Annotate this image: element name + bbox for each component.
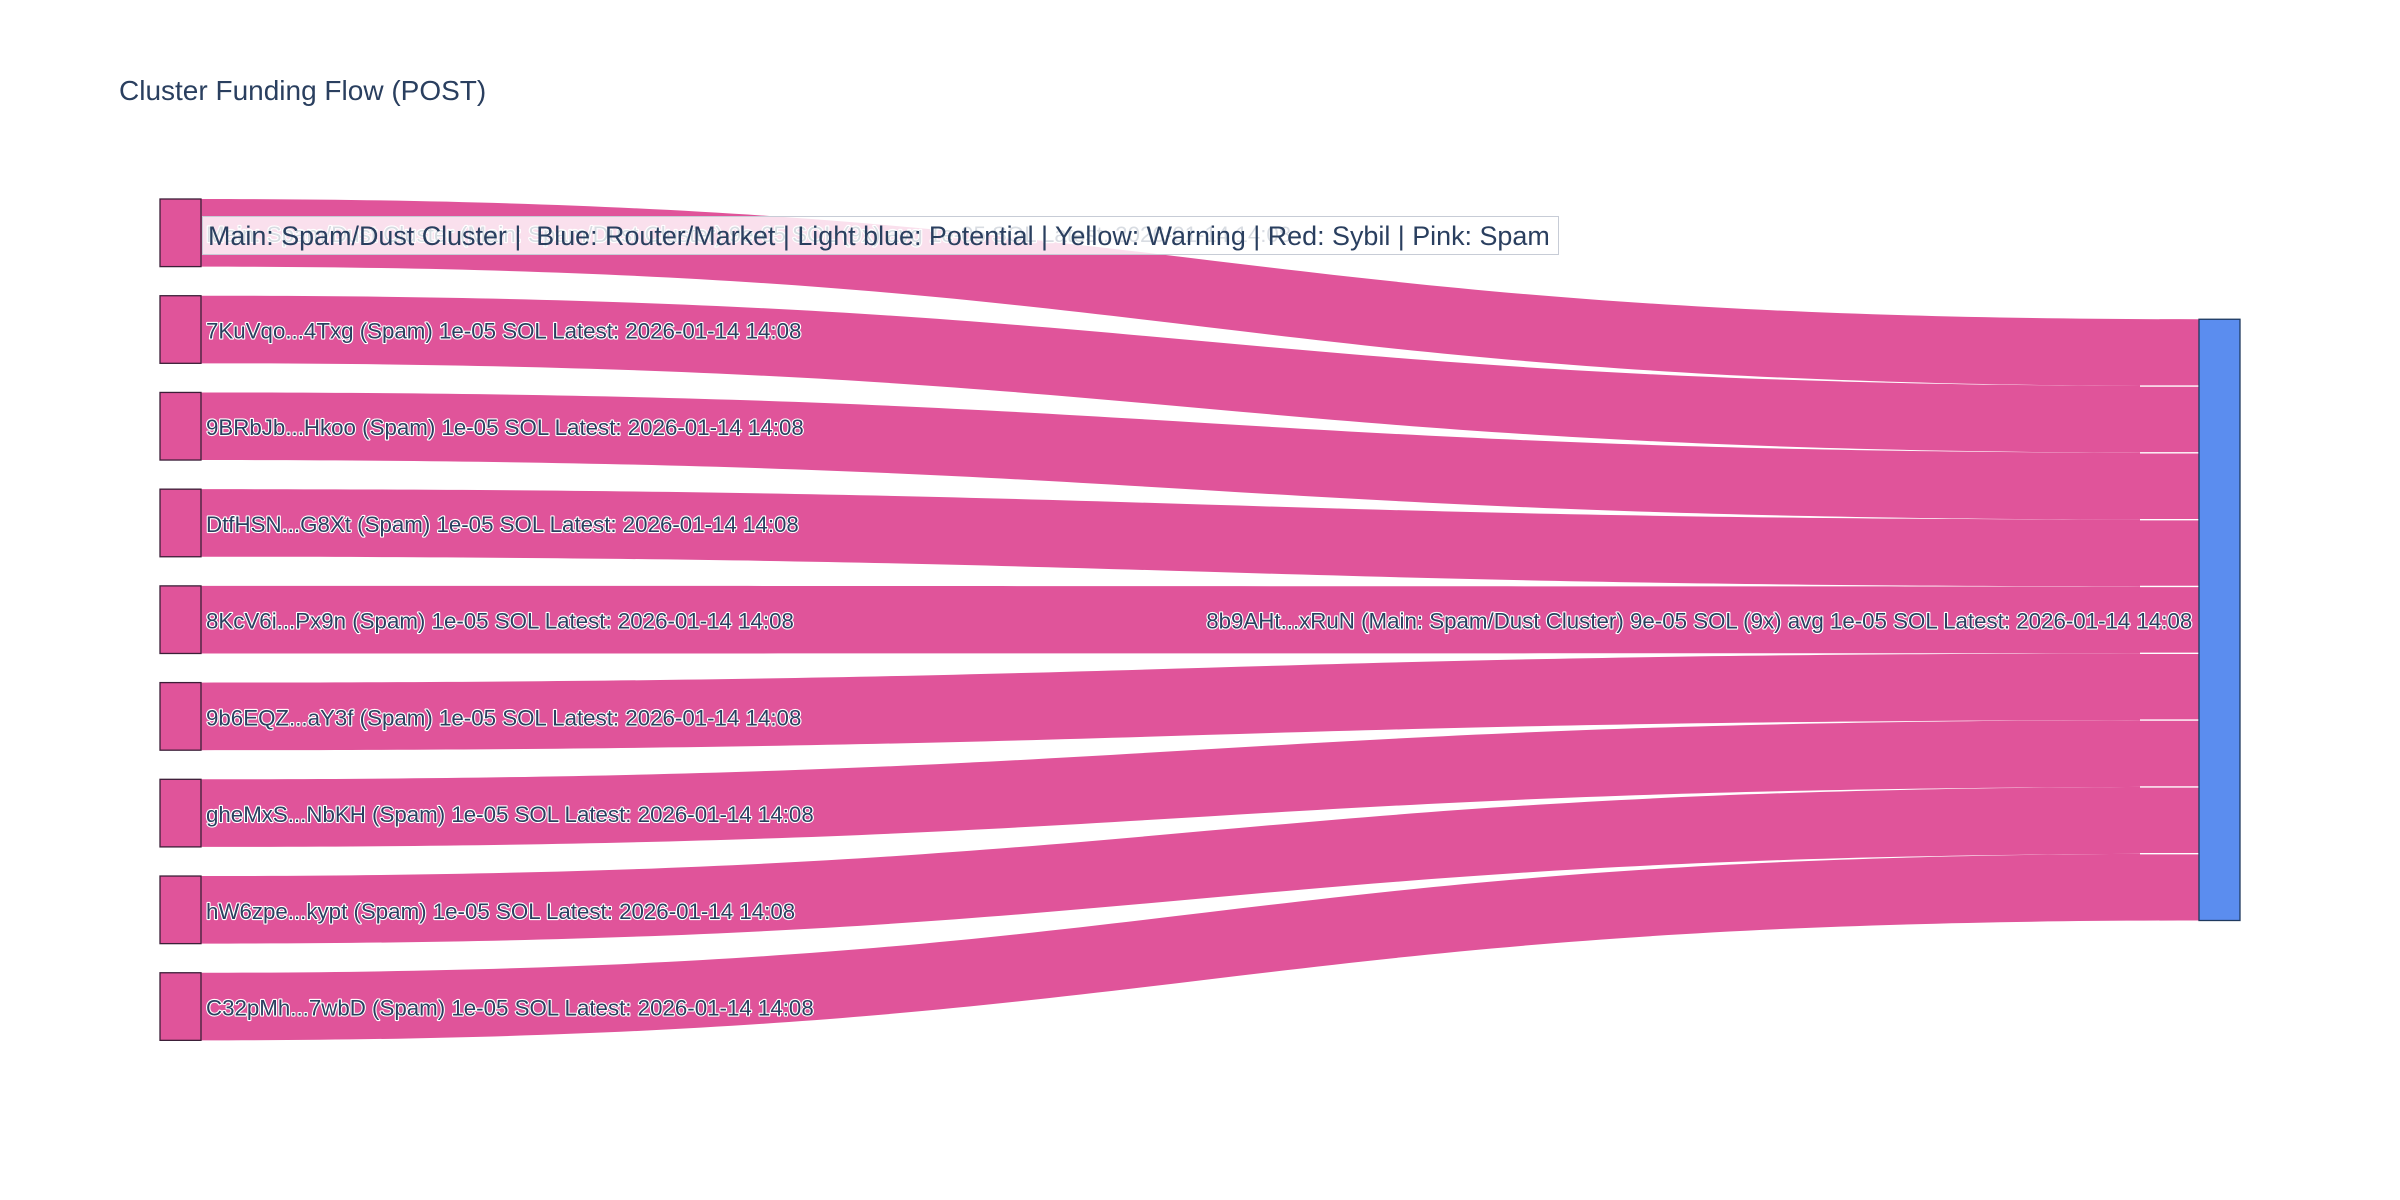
svg-text:8b9AHt...xRuN (Main: Spam/Dust: 8b9AHt...xRuN (Main: Spam/Dust Cluster) …: [1206, 609, 2192, 634]
svg-text:9b6EQZ...aY3f (Spam) 1e-05 SOL: 9b6EQZ...aY3f (Spam) 1e-05 SOL Latest: 2…: [206, 705, 801, 730]
svg-text:9BRbJb...Hkoo (Spam) 1e-05 SOL: 9BRbJb...Hkoo (Spam) 1e-05 SOL Latest: 2…: [206, 415, 804, 440]
svg-text:C32pMh...7wbD (Spam) 1e-05 SOL: C32pMh...7wbD (Spam) 1e-05 SOL Latest: 2…: [206, 996, 814, 1021]
svg-text:gheMxS...NbKH (Spam) 1e-05 SOL: gheMxS...NbKH (Spam) 1e-05 SOL Latest: 2…: [206, 802, 814, 827]
svg-text:hW6zpe...kypt (Spam) 1e-05 SOL: hW6zpe...kypt (Spam) 1e-05 SOL Latest: 2…: [206, 899, 795, 924]
svg-text:7KuVqo...4Txg (Spam) 1e-05 SOL: 7KuVqo...4Txg (Spam) 1e-05 SOL Latest: 2…: [206, 319, 801, 344]
svg-text:DtfHSN...G8Xt (Spam) 1e-05 SOL: DtfHSN...G8Xt (Spam) 1e-05 SOL Latest: 2…: [206, 512, 799, 537]
svg-text:8KcV6i...Px9n (Spam) 1e-05 SOL: 8KcV6i...Px9n (Spam) 1e-05 SOL Latest: 2…: [206, 609, 794, 634]
